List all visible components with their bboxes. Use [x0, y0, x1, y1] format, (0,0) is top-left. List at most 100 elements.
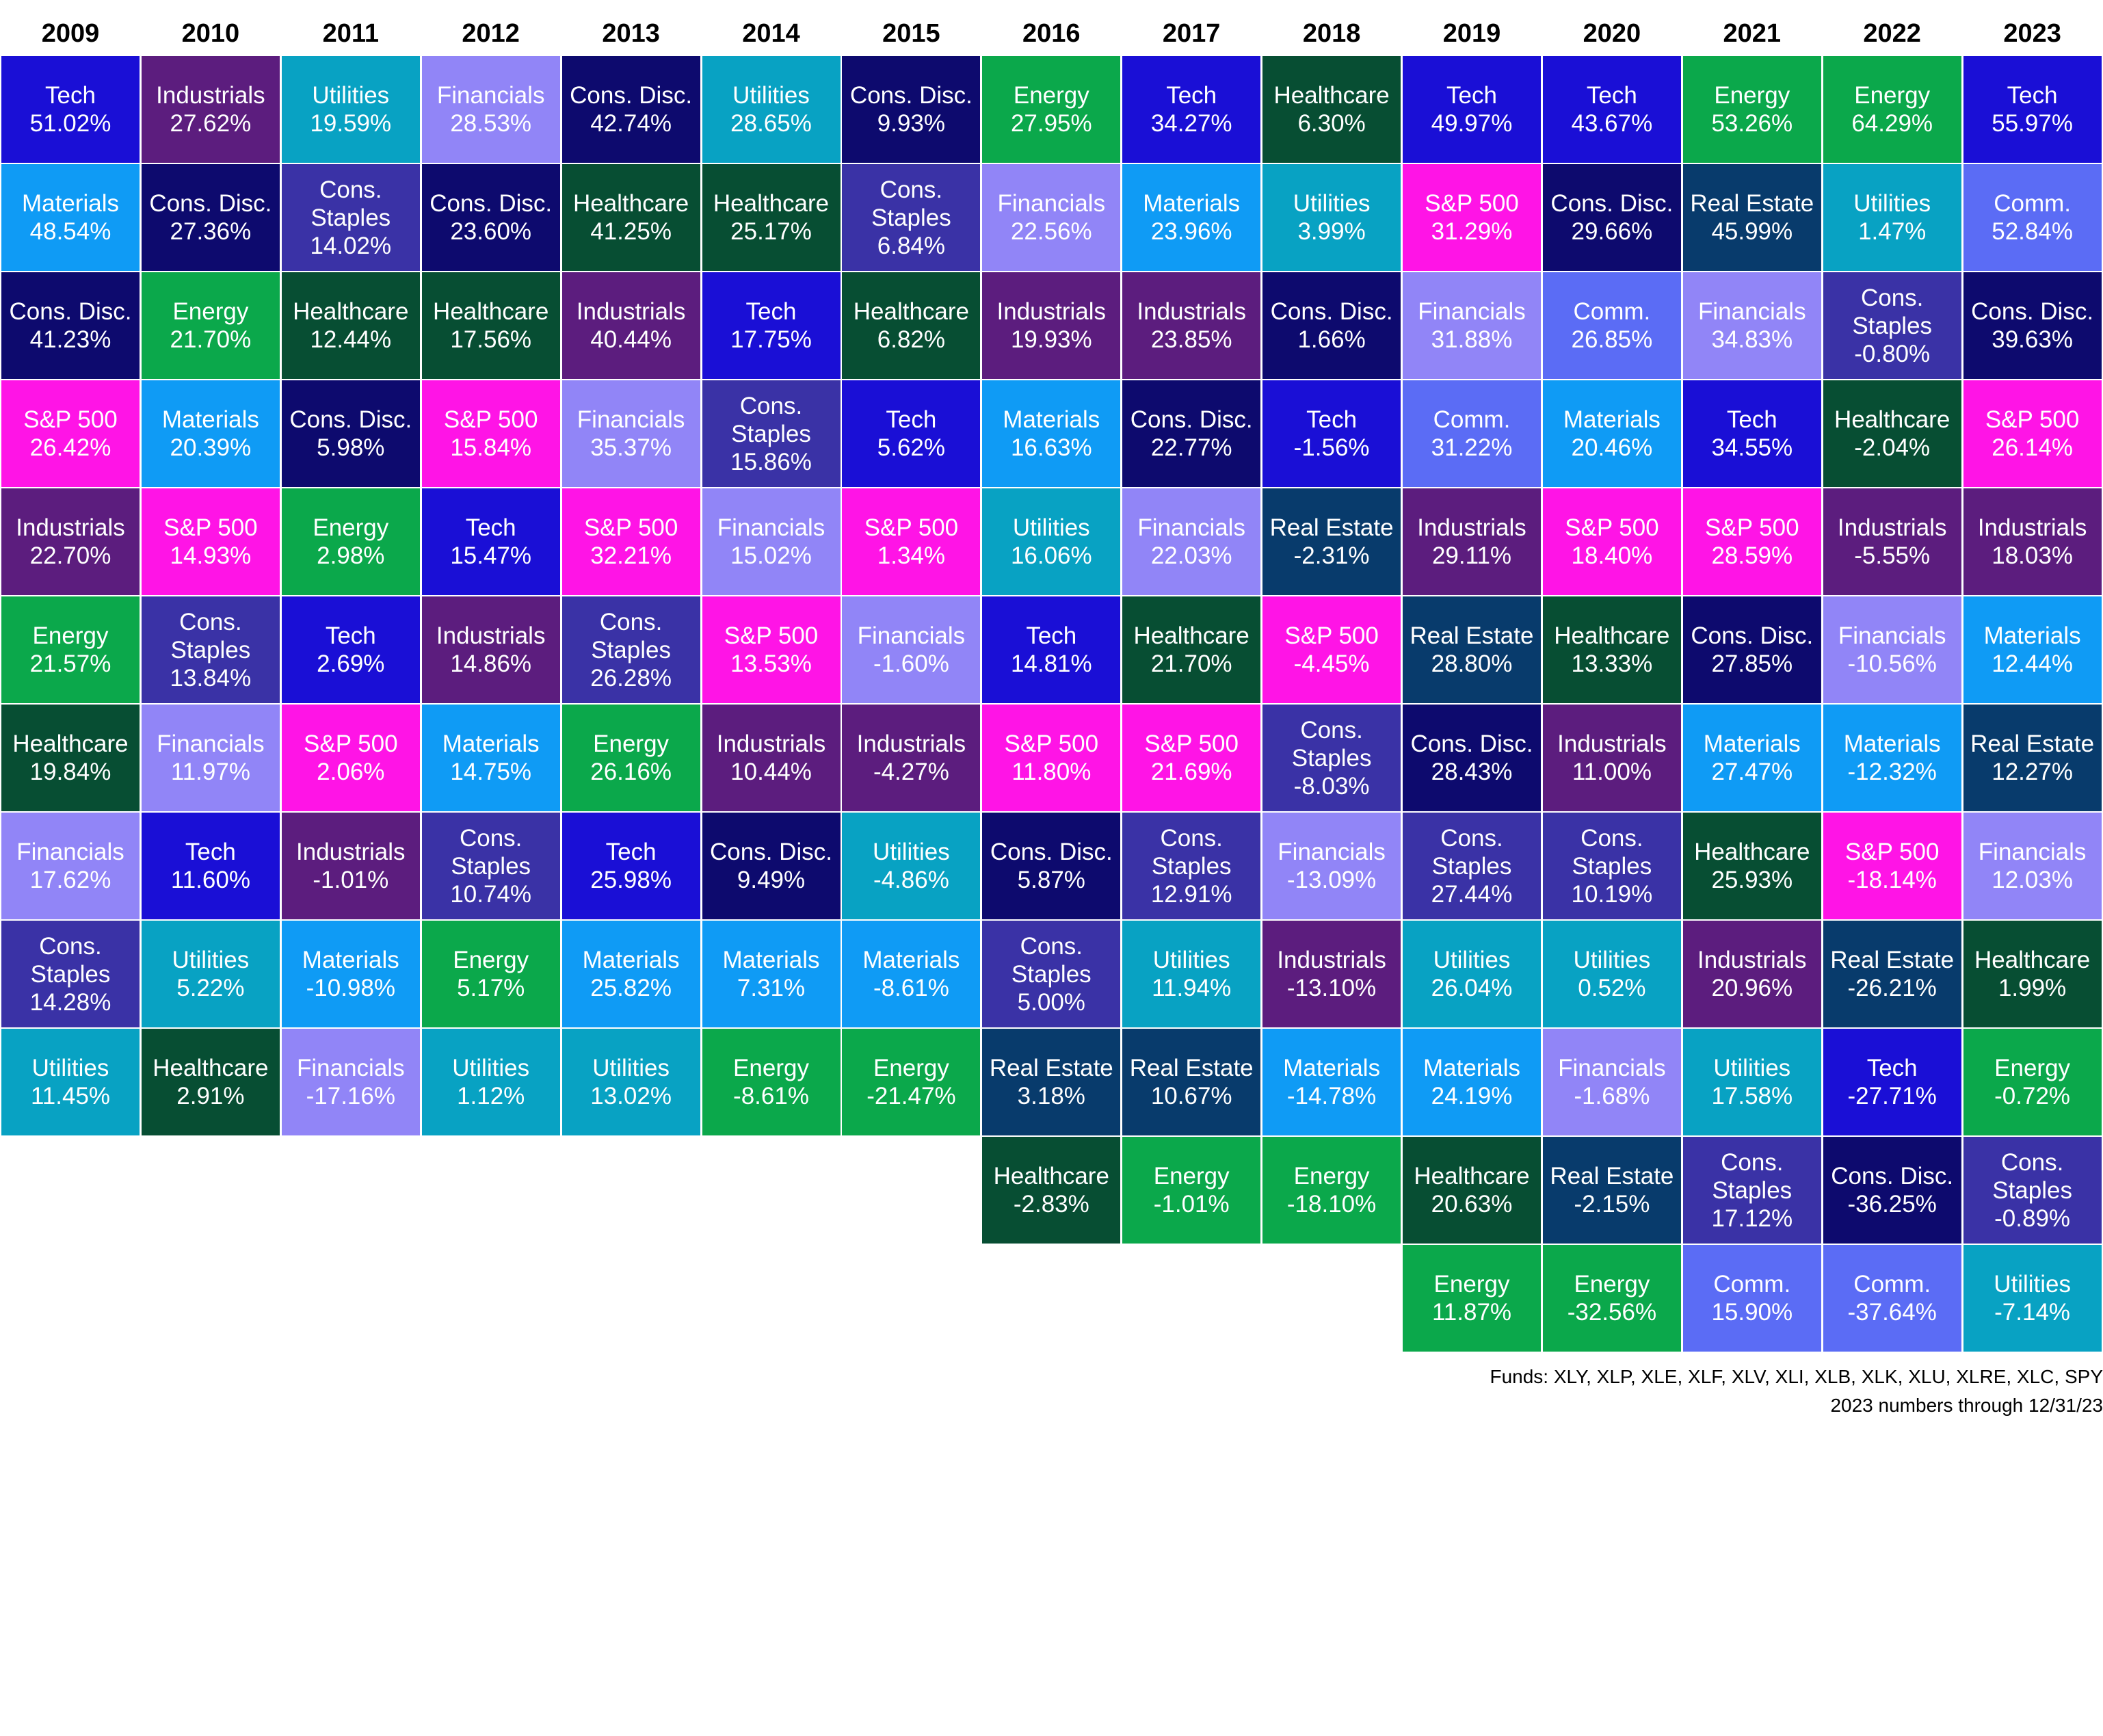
sector-cell: Energy 2.98%: [281, 488, 420, 595]
sector-cell: Cons. Staples 13.84%: [141, 596, 280, 703]
sector-label: Comm.: [1853, 1271, 1931, 1298]
sector-label: Materials: [161, 406, 259, 433]
sector-cell: Financials -1.60%: [842, 596, 981, 703]
sector-label: Healthcare: [293, 298, 409, 325]
sector-cell: Tech -1.56%: [1262, 380, 1401, 487]
sector-cell: Industrials 29.11%: [1403, 488, 1541, 595]
sector-cell: Materials 27.47%: [1682, 705, 1821, 811]
sector-return-value: -18.14%: [1847, 867, 1937, 893]
sector-cell: Materials 14.75%: [421, 705, 560, 811]
footnote-date: 2023 numbers through 12/31/23: [1830, 1395, 2103, 1416]
sector-label: Industrials: [716, 731, 826, 757]
year-header-2012: 2012: [462, 19, 520, 48]
sector-cell: Real Estate 45.99%: [1682, 164, 1821, 271]
sector-return-value: 18.40%: [1571, 542, 1653, 569]
sector-return-value: 5.62%: [877, 434, 946, 461]
sector-cell: Healthcare 19.84%: [1, 705, 140, 811]
sector-cell: Materials 20.39%: [141, 380, 280, 487]
sector-cell: Healthcare 25.93%: [1682, 813, 1821, 919]
sector-label: Materials: [442, 731, 540, 757]
sector-cell: Cons. Disc. 42.74%: [561, 56, 700, 163]
sector-cell: Industrials 22.70%: [1, 488, 140, 595]
sector-label: S&P 500: [23, 406, 118, 433]
year-header-2017: 2017: [1162, 19, 1221, 48]
sector-cell: S&P 500 31.29%: [1403, 164, 1541, 271]
sector-cell: Financials 31.88%: [1403, 272, 1541, 379]
sector-return-value: 2.91%: [176, 1083, 245, 1109]
sector-cell: Energy 26.16%: [561, 705, 700, 811]
sector-label: Utilities: [1293, 190, 1371, 217]
sector-return-value: -2.04%: [1854, 434, 1931, 461]
sector-return-value: -4.45%: [1293, 650, 1370, 677]
sector-return-value: 13.33%: [1571, 650, 1653, 677]
sector-return-value: 16.63%: [1010, 434, 1092, 461]
sector-cell: Tech 17.75%: [702, 272, 841, 379]
sector-label: Tech: [745, 298, 797, 325]
sector-return-value: 21.70%: [170, 326, 252, 353]
sector-return-value: 64.29%: [1851, 110, 1933, 137]
sector-cell: S&P 500 26.14%: [1963, 380, 2102, 487]
sector-cell: S&P 500 -4.45%: [1262, 596, 1401, 703]
sector-return-value: 10.44%: [730, 759, 812, 785]
sector-return-value: -0.72%: [1994, 1083, 2071, 1109]
sector-return-value: -0.80%: [1854, 340, 1931, 367]
sector-cell: Industrials 27.62%: [141, 56, 280, 163]
year-header-2013: 2013: [602, 19, 660, 48]
sector-return-value: 48.54%: [29, 218, 111, 245]
sector-return-value: -37.64%: [1847, 1299, 1937, 1326]
sector-label: Real Estate: [1830, 947, 1955, 973]
sector-label: Utilities: [732, 82, 810, 109]
sector-return-value: 20.96%: [1711, 975, 1793, 1001]
sector-cell: Tech 2.69%: [281, 596, 420, 703]
sector-label: Healthcare: [1834, 406, 1950, 433]
year-header-2018: 2018: [1302, 19, 1361, 48]
sector-label: Cons. Staples: [170, 608, 251, 663]
sector-label: Cons. Disc.: [149, 190, 272, 217]
year-header-2010: 2010: [181, 19, 240, 48]
sector-cell: Tech 43.67%: [1542, 56, 1681, 163]
sector-cell: Cons. Staples 14.02%: [281, 164, 420, 271]
sector-label: Industrials: [16, 514, 125, 541]
sector-cell: S&P 500 2.06%: [281, 705, 420, 811]
sector-label: Financials: [997, 190, 1106, 217]
sector-return-value: 11.45%: [30, 1083, 111, 1109]
sector-return-value: -4.27%: [873, 759, 949, 785]
sector-return-value: 3.99%: [1297, 218, 1366, 245]
sector-label: Energy: [172, 298, 249, 325]
sector-return-value: 2.69%: [317, 650, 385, 677]
sector-label: Financials: [16, 839, 124, 865]
sector-label: Energy: [1153, 1163, 1230, 1189]
sector-return-value: -36.25%: [1847, 1191, 1937, 1218]
sector-cell: Materials 24.19%: [1403, 1029, 1541, 1135]
sector-label: Cons. Staples: [310, 176, 391, 231]
sector-cell: Healthcare 1.99%: [1963, 921, 2102, 1027]
sector-return-value: 10.67%: [1150, 1083, 1232, 1109]
sector-label: Materials: [1423, 1055, 1520, 1081]
sector-cell: Cons. Staples 27.44%: [1403, 813, 1541, 919]
sector-cell: Energy -21.47%: [842, 1029, 981, 1135]
sector-return-value: 31.29%: [1431, 218, 1513, 245]
sector-label: Tech: [1866, 1055, 1918, 1081]
sector-return-value: 43.67%: [1571, 110, 1653, 137]
sector-cell: Cons. Disc. 9.93%: [842, 56, 981, 163]
sector-cell: Healthcare 25.17%: [702, 164, 841, 271]
sector-label: S&P 500: [443, 406, 538, 433]
sector-label: Materials: [22, 190, 119, 217]
sector-label: Healthcare: [853, 298, 970, 325]
sector-return-value: 55.97%: [1992, 110, 2073, 137]
sector-label: Cons. Staples: [591, 608, 671, 663]
sector-cell: Financials 22.56%: [982, 164, 1121, 271]
sector-return-value: 19.93%: [1010, 326, 1092, 353]
sector-label: Cons. Staples: [1431, 824, 1512, 880]
sector-return-value: -21.47%: [867, 1083, 956, 1109]
sector-cell: Industrials -1.01%: [281, 813, 420, 919]
sector-cell: Healthcare 6.30%: [1262, 56, 1401, 163]
sector-label: Financials: [857, 622, 966, 649]
sector-label: Industrials: [1697, 947, 1807, 973]
sector-return-value: 20.46%: [1571, 434, 1653, 461]
sector-return-value: 9.49%: [737, 867, 806, 893]
sector-return-value: 26.14%: [1992, 434, 2073, 461]
sector-label: Cons. Staples: [1852, 284, 1933, 339]
sector-label: Materials: [862, 947, 960, 973]
sector-cell: Materials 25.82%: [561, 921, 700, 1027]
